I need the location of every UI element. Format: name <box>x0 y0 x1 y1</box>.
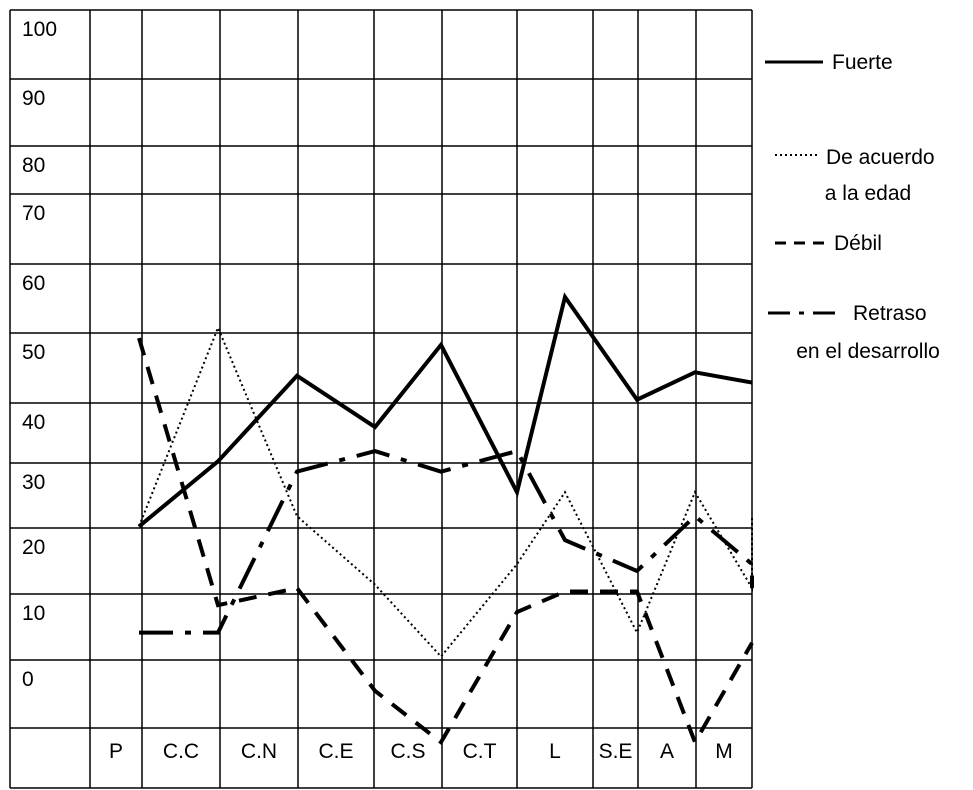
y-tick-label: 50 <box>22 341 45 364</box>
series-line-2 <box>137 337 754 747</box>
legend-label: Fuerte <box>832 51 893 74</box>
series-line-1 <box>138 325 753 659</box>
x-category-label: C.N <box>241 740 277 763</box>
y-tick-label: 20 <box>22 536 45 559</box>
x-category-label: C.T <box>463 740 497 763</box>
legend-label: Retraso <box>853 302 927 325</box>
series-line-3 <box>139 448 754 635</box>
x-category-label: S.E <box>599 740 633 763</box>
legend: Fuerte De acuerdo a la edad Débil Retraso en … <box>765 51 940 363</box>
series-lines <box>137 292 754 747</box>
y-tick-label: 100 <box>22 18 57 41</box>
y-tick-label: 60 <box>22 272 45 295</box>
y-tick-label: 30 <box>22 471 45 494</box>
legend-label-line2: a la edad <box>825 182 911 205</box>
y-tick-label: 80 <box>22 154 45 177</box>
legend-label-line2: en el desarrollo <box>796 340 940 363</box>
y-tick-label: 90 <box>22 87 45 110</box>
x-category-label: A <box>660 740 674 763</box>
x-category-label: L <box>549 740 561 763</box>
y-tick-label: 70 <box>22 202 45 225</box>
legend-label: De acuerdo <box>826 146 935 169</box>
x-category-label: C.S <box>390 740 425 763</box>
x-category-labels: P C.C C.N C.E C.S C.T L S.E A M <box>109 740 733 763</box>
x-category-label: C.C <box>163 740 199 763</box>
y-tick-label: 0 <box>22 668 34 691</box>
chart-grid <box>9 9 753 789</box>
x-category-label: C.E <box>318 740 353 763</box>
legend-label: Débil <box>834 232 882 255</box>
series-line-0 <box>137 292 753 528</box>
x-category-label: M <box>715 740 733 763</box>
x-category-label: P <box>109 740 123 763</box>
y-tick-label: 10 <box>22 602 45 625</box>
y-tick-label: 40 <box>22 411 45 434</box>
